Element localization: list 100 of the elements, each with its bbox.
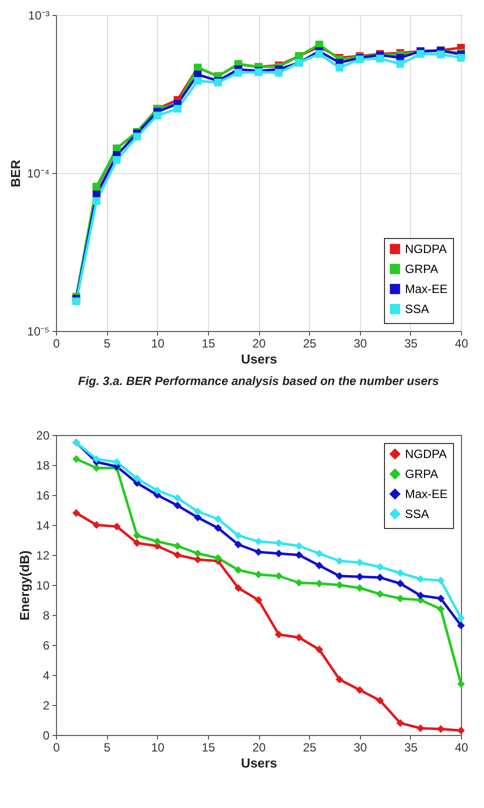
point: [295, 634, 303, 642]
point: [254, 570, 262, 578]
x-axis-title: Users: [240, 352, 278, 366]
x-tick-label: 15: [202, 336, 216, 350]
point: [315, 550, 324, 558]
legend-label: SSA: [405, 507, 430, 521]
point: [396, 719, 404, 727]
point: [436, 50, 445, 58]
point: [396, 580, 404, 588]
point: [174, 502, 182, 510]
point: [92, 521, 100, 529]
x-tick-label: 10: [151, 336, 165, 350]
y-tick-label: 0: [42, 728, 50, 742]
point: [336, 676, 344, 684]
point: [133, 532, 141, 540]
caption: Fig. 3.a. BER Performance analysis based on the number users: [78, 374, 440, 388]
point: [274, 550, 283, 558]
point: [336, 581, 344, 589]
x-tick-label: 15: [202, 740, 216, 754]
x-tick-label: 30: [354, 336, 368, 350]
y-tick-label: 12: [36, 548, 50, 562]
point: [416, 592, 424, 600]
x-axis-title: Users: [240, 756, 278, 770]
point: [336, 64, 344, 72]
point: [336, 557, 344, 565]
point: [153, 486, 162, 494]
point: [112, 522, 121, 530]
point: [457, 54, 465, 62]
point: [295, 578, 303, 587]
y-tick-label: 20: [36, 428, 50, 442]
x-tick-label: 25: [302, 740, 317, 754]
x-tick-label: 10: [151, 740, 165, 754]
point: [112, 458, 121, 466]
point: [457, 614, 465, 622]
y-tick-label: 10: [36, 578, 50, 592]
point: [295, 551, 303, 559]
point: [457, 622, 465, 630]
point: [376, 696, 384, 704]
point: [92, 197, 100, 205]
point: [315, 562, 324, 570]
point: [194, 550, 202, 558]
x-tick-label: 0: [53, 740, 60, 754]
point: [234, 68, 242, 77]
y-tick-label: 10⁻⁵: [27, 324, 50, 338]
point: [274, 68, 283, 77]
point: [234, 566, 242, 574]
legend-label: GRPA: [405, 467, 438, 481]
x-tick-label: 20: [252, 740, 266, 754]
point: [457, 726, 465, 734]
legend-label: Max-EE: [405, 487, 448, 501]
point: [194, 76, 202, 85]
point: [72, 298, 80, 306]
x-tick-label: 5: [104, 740, 111, 754]
point: [133, 132, 141, 140]
point: [214, 515, 222, 523]
x-tick-label: 0: [53, 336, 60, 350]
x-tick-label: 35: [404, 336, 418, 350]
point: [295, 542, 303, 550]
point: [92, 455, 100, 463]
point: [457, 680, 465, 688]
point: [174, 104, 182, 113]
x-tick-label: 40: [454, 336, 468, 350]
point: [254, 548, 262, 556]
point: [174, 494, 182, 502]
point: [174, 542, 182, 550]
y-tick-label: 14: [36, 518, 50, 532]
legend-label: SSA: [405, 302, 430, 316]
point: [234, 584, 242, 592]
point: [234, 540, 242, 548]
x-tick-label: 25: [302, 336, 317, 350]
point: [194, 508, 202, 516]
point: [416, 575, 424, 583]
point: [436, 725, 445, 733]
point: [72, 509, 80, 517]
point: [436, 605, 445, 613]
point: [194, 556, 202, 564]
point: [274, 630, 283, 638]
point: [254, 596, 262, 604]
x-tick-label: 30: [354, 740, 368, 754]
point: [396, 569, 404, 577]
point: [274, 572, 283, 580]
y-tick-label: 16: [36, 488, 50, 502]
point: [356, 584, 364, 592]
point: [214, 554, 222, 562]
point: [274, 539, 283, 547]
point: [356, 558, 364, 566]
point: [376, 590, 384, 598]
x-tick-label: 5: [104, 336, 111, 350]
point: [315, 646, 324, 654]
point: [336, 572, 344, 580]
x-tick-label: 35: [404, 740, 418, 754]
y-tick-label: 2: [42, 698, 50, 712]
point: [315, 50, 324, 58]
point: [396, 60, 404, 68]
point: [254, 538, 262, 546]
point: [436, 594, 445, 602]
point: [153, 112, 162, 120]
point: [356, 686, 364, 694]
point: [214, 524, 222, 532]
point: [153, 538, 162, 546]
